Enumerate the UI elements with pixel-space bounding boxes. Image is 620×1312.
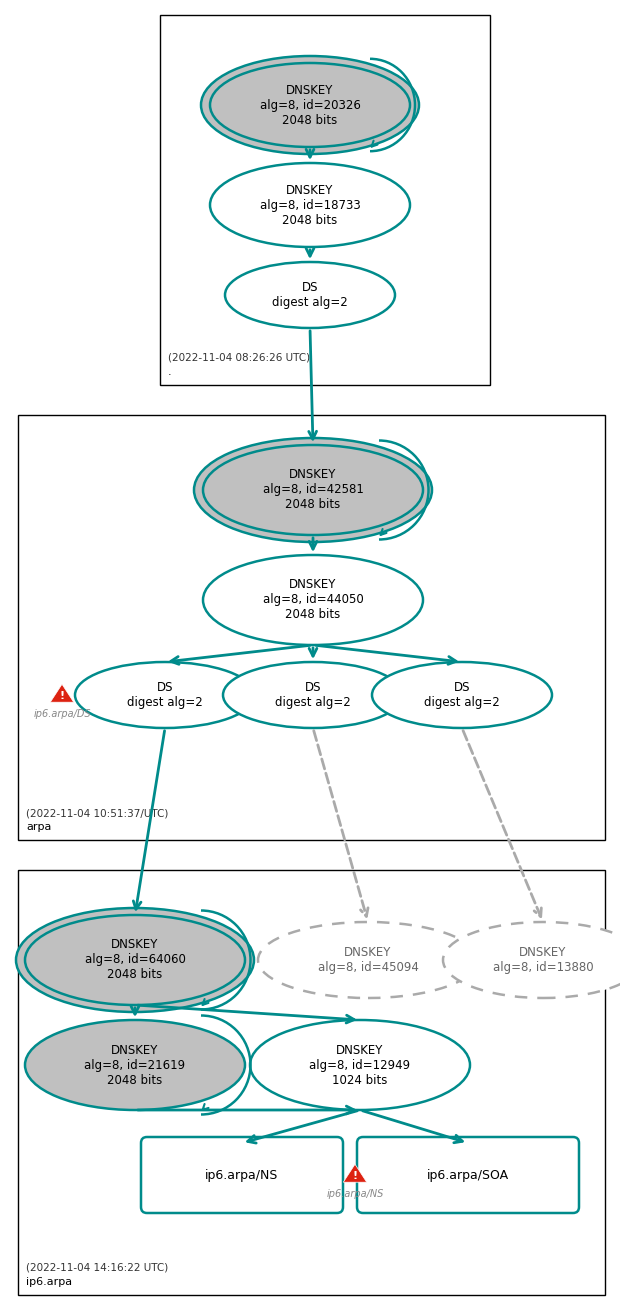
Ellipse shape <box>210 63 410 147</box>
Ellipse shape <box>203 445 423 535</box>
Ellipse shape <box>223 663 403 728</box>
Text: DS
digest alg=2: DS digest alg=2 <box>272 281 348 310</box>
Ellipse shape <box>16 908 254 1012</box>
Bar <box>18 415 605 840</box>
FancyBboxPatch shape <box>357 1138 579 1214</box>
Text: (2022-11-04 10:51:37/UTC): (2022-11-04 10:51:37/UTC) <box>26 808 169 817</box>
Text: (2022-11-04 08:26:26 UTC): (2022-11-04 08:26:26 UTC) <box>168 353 310 363</box>
Text: (2022-11-04 14:16:22 UTC): (2022-11-04 14:16:22 UTC) <box>26 1263 168 1273</box>
Ellipse shape <box>203 555 423 646</box>
Text: !: ! <box>60 691 64 701</box>
Text: DNSKEY
alg=8, id=13880: DNSKEY alg=8, id=13880 <box>493 946 593 974</box>
Ellipse shape <box>225 262 395 328</box>
Ellipse shape <box>201 56 419 154</box>
Text: DNSKEY
alg=8, id=42581
2048 bits: DNSKEY alg=8, id=42581 2048 bits <box>262 468 363 512</box>
Ellipse shape <box>372 663 552 728</box>
Text: DNSKEY
alg=8, id=45094: DNSKEY alg=8, id=45094 <box>317 946 418 974</box>
Text: DS
digest alg=2: DS digest alg=2 <box>275 681 351 708</box>
Text: DNSKEY
alg=8, id=44050
2048 bits: DNSKEY alg=8, id=44050 2048 bits <box>263 579 363 622</box>
Text: DNSKEY
alg=8, id=20326
2048 bits: DNSKEY alg=8, id=20326 2048 bits <box>260 84 360 126</box>
Polygon shape <box>343 1164 366 1182</box>
Text: DNSKEY
alg=8, id=21619
2048 bits: DNSKEY alg=8, id=21619 2048 bits <box>84 1043 185 1086</box>
Text: ip6.arpa/NS: ip6.arpa/NS <box>326 1190 384 1199</box>
Text: arpa: arpa <box>26 823 51 832</box>
Text: !: ! <box>352 1170 358 1181</box>
Text: DS
digest alg=2: DS digest alg=2 <box>424 681 500 708</box>
Ellipse shape <box>443 922 620 998</box>
Ellipse shape <box>75 663 255 728</box>
Ellipse shape <box>210 163 410 247</box>
Text: DS
digest alg=2: DS digest alg=2 <box>127 681 203 708</box>
Ellipse shape <box>258 922 478 998</box>
Ellipse shape <box>25 1019 245 1110</box>
FancyBboxPatch shape <box>141 1138 343 1214</box>
Bar <box>160 14 490 384</box>
Text: ip6.arpa: ip6.arpa <box>26 1277 72 1287</box>
Text: DNSKEY
alg=8, id=12949
1024 bits: DNSKEY alg=8, id=12949 1024 bits <box>309 1043 410 1086</box>
Text: DNSKEY
alg=8, id=64060
2048 bits: DNSKEY alg=8, id=64060 2048 bits <box>84 938 185 981</box>
Text: ip6.arpa/DS: ip6.arpa/DS <box>33 710 91 719</box>
Polygon shape <box>50 684 74 702</box>
Ellipse shape <box>25 914 245 1005</box>
Text: ip6.arpa/SOA: ip6.arpa/SOA <box>427 1169 509 1182</box>
Text: ip6.arpa/NS: ip6.arpa/NS <box>205 1169 278 1182</box>
Bar <box>18 870 605 1295</box>
Text: DNSKEY
alg=8, id=18733
2048 bits: DNSKEY alg=8, id=18733 2048 bits <box>260 184 360 227</box>
Ellipse shape <box>194 438 432 542</box>
Text: .: . <box>168 367 172 377</box>
Ellipse shape <box>250 1019 470 1110</box>
